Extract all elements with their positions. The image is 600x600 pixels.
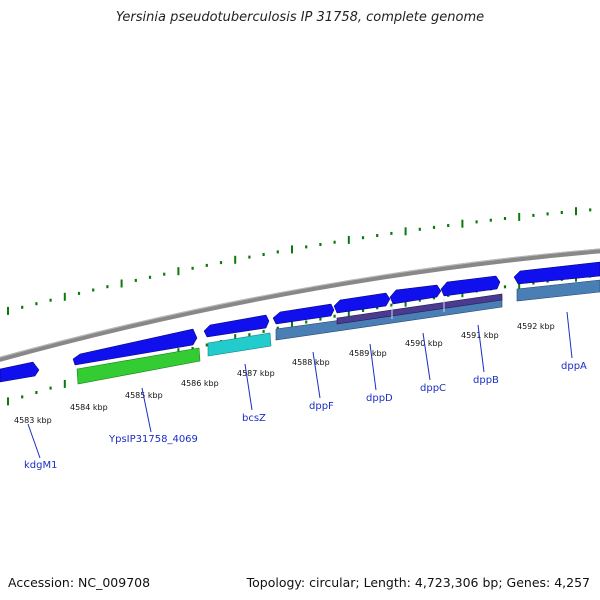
gene-label-bcsZ[interactable]: bcsZ — [242, 413, 266, 424]
kbp-label: 4584 kbp — [70, 403, 108, 412]
gene-arrow-forward[interactable] — [333, 292, 391, 314]
genome-backbone — [0, 248, 600, 362]
leader-line — [566, 311, 573, 359]
gene-label-dppB[interactable]: dppB — [473, 375, 499, 386]
kbp-label: 4592 kbp — [517, 322, 555, 331]
kbp-label: 4586 kbp — [181, 379, 219, 388]
gene-label-kdgM1[interactable]: kdgM1 — [24, 460, 57, 471]
kbp-label: 4583 kbp — [14, 416, 52, 425]
leader-line — [312, 351, 321, 399]
kbp-label: 4587 kbp — [237, 369, 275, 378]
gene-arrow-forward[interactable] — [440, 275, 501, 297]
leader-line — [369, 343, 377, 391]
gene-label-dppC[interactable]: dppC — [420, 383, 446, 394]
gene-label-YpsIP31758_4069[interactable]: YpsIP31758_4069 — [108, 434, 198, 445]
map-title: Yersinia pseudotuberculosis IP 31758, co… — [115, 10, 485, 25]
kbp-label: 4589 kbp — [349, 349, 387, 358]
feature-strip-steel[interactable] — [516, 279, 600, 302]
kbp-label: 4591 kbp — [461, 331, 499, 340]
gene-arrow-forward[interactable] — [203, 314, 270, 338]
leader-line — [244, 363, 253, 411]
gene-arrow-forward[interactable] — [389, 284, 442, 305]
feature-strip-purple[interactable] — [336, 293, 503, 325]
genome-summary-text: Topology: circular; Length: 4,723,306 bp… — [246, 575, 590, 590]
gene-arrow-forward[interactable] — [72, 328, 198, 366]
gene-label-dppF[interactable]: dppF — [309, 401, 334, 412]
gene-label-dppA[interactable]: dppA — [561, 361, 587, 372]
feature-strip-cyan[interactable] — [207, 332, 272, 357]
leader-line — [477, 324, 485, 373]
upper-tick-ring — [7, 207, 592, 315]
gene-arrow-forward[interactable] — [513, 261, 600, 285]
feature-strip-green[interactable] — [76, 347, 201, 385]
accession-text: Accession: NC_009708 — [8, 575, 151, 590]
kbp-label: 4588 kbp — [292, 358, 330, 367]
gene-arrow-forward[interactable] — [272, 303, 335, 325]
gene-label-dppD[interactable]: dppD — [366, 393, 393, 404]
leader-line — [141, 387, 152, 433]
genome-backbone-highlight — [0, 248, 600, 358]
gene-arrow-forward[interactable] — [0, 361, 40, 383]
leader-line — [27, 423, 41, 459]
kbp-label: 4590 kbp — [405, 339, 443, 348]
leader-line — [422, 332, 431, 381]
